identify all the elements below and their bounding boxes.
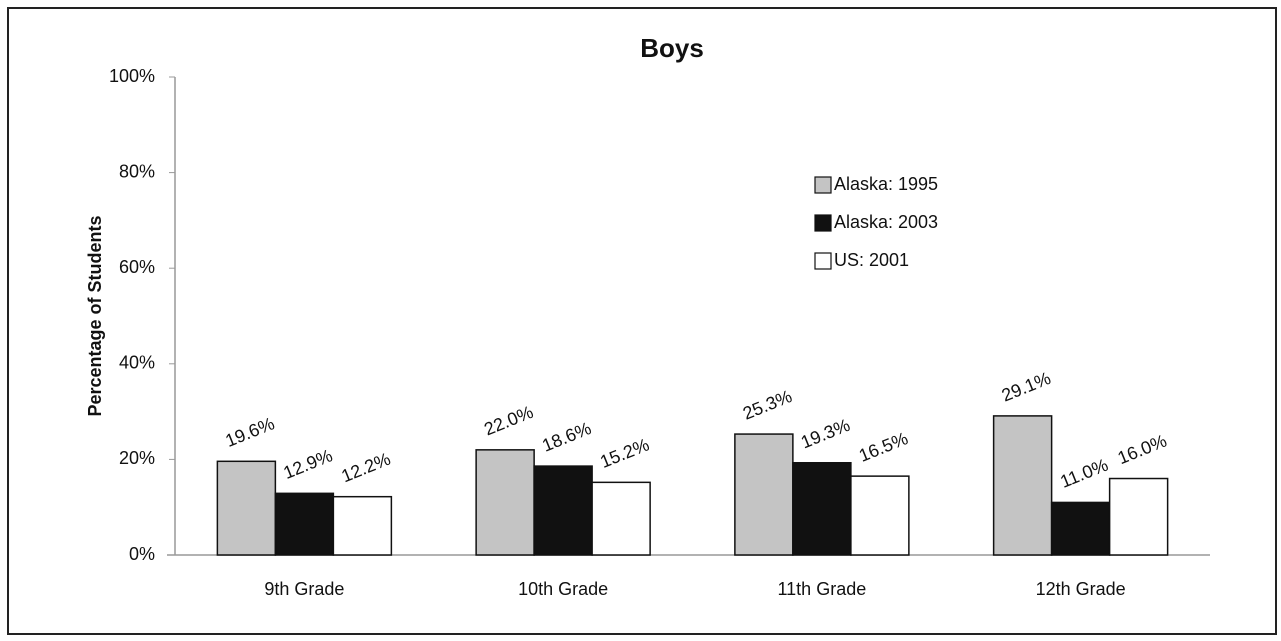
y-tick-label: 20% (119, 448, 155, 468)
y-tick-label: 60% (119, 257, 155, 277)
bar (475, 449, 535, 556)
value-label: 25.3% (740, 386, 795, 424)
value-label: 19.3% (798, 415, 853, 453)
value-label: 12.9% (280, 445, 335, 483)
bar (216, 460, 277, 556)
x-tick-label: 9th Grade (264, 579, 344, 599)
x-tick-label: 12th Grade (1036, 579, 1126, 599)
legend-label: Alaska: 1995 (834, 174, 938, 194)
chart-title: Boys (640, 33, 704, 63)
y-tick-label: 40% (119, 353, 155, 373)
value-label: 12.2% (338, 449, 393, 487)
value-label: 22.0% (481, 402, 536, 440)
bar (792, 461, 852, 556)
bar (734, 433, 794, 556)
x-tick-label: 11th Grade (778, 579, 867, 599)
value-label: 18.6% (539, 418, 594, 456)
legend-label: US: 2001 (834, 250, 909, 270)
bar (850, 475, 910, 556)
legend-label: Alaska: 2003 (834, 212, 938, 232)
bar (1050, 501, 1111, 556)
y-tick-label: 0% (129, 544, 155, 564)
bar (591, 481, 651, 556)
bar (533, 465, 593, 556)
frame (7, 7, 1277, 635)
legend-swatch (814, 252, 832, 270)
x-tick-label: 10th Grade (518, 579, 608, 599)
value-label: 16.5% (856, 428, 911, 466)
bar (332, 495, 393, 556)
y-tick-label: 100% (109, 66, 155, 86)
bar (274, 492, 335, 556)
bar (992, 415, 1053, 556)
legend-swatch (814, 214, 832, 232)
y-tick-label: 80% (119, 161, 155, 181)
value-label: 11.0% (1057, 455, 1111, 492)
value-label: 29.1% (999, 368, 1054, 406)
value-label: 15.2% (597, 434, 652, 472)
bar (1108, 477, 1169, 556)
legend-swatch (814, 176, 832, 194)
y-axis-title: Percentage of Students (85, 215, 105, 416)
value-label: 16.0% (1115, 431, 1170, 469)
value-label: 19.6% (222, 413, 277, 451)
